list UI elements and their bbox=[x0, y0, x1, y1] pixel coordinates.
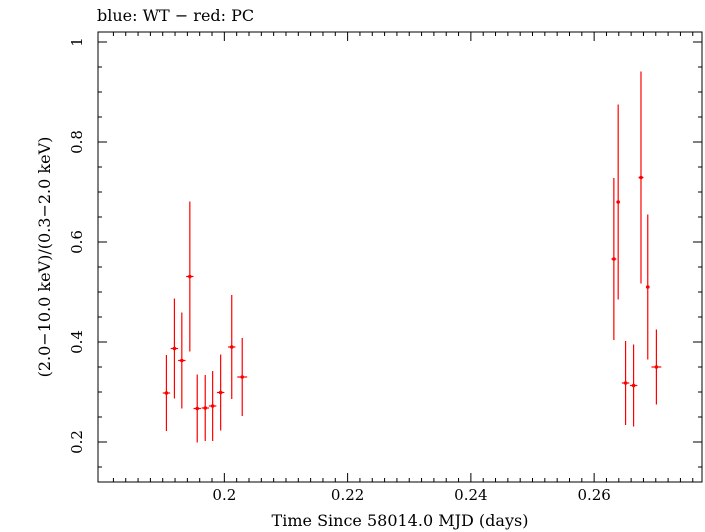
point-marker bbox=[229, 345, 234, 349]
x-tick-label: 0.24 bbox=[454, 486, 487, 504]
point-marker bbox=[631, 383, 636, 388]
data-point bbox=[170, 298, 179, 399]
point-marker bbox=[195, 406, 200, 411]
data-point bbox=[228, 295, 236, 399]
data-point bbox=[237, 338, 248, 416]
data-point bbox=[616, 104, 621, 300]
x-tick-label: 0.22 bbox=[331, 486, 364, 504]
point-marker bbox=[172, 346, 177, 351]
y-tick-label: 0.4 bbox=[68, 330, 86, 354]
plot-frame bbox=[97, 31, 703, 483]
data-point bbox=[638, 71, 644, 284]
data-point bbox=[621, 341, 630, 425]
x-ticks: 0.2 0.22 0.24 0.26 bbox=[112, 32, 694, 504]
point-marker bbox=[203, 406, 208, 410]
data-point bbox=[208, 371, 217, 441]
point-marker bbox=[645, 285, 650, 289]
point-marker bbox=[180, 358, 184, 363]
point-marker bbox=[616, 200, 620, 204]
point-marker bbox=[164, 391, 169, 395]
y-tick-label: 1 bbox=[68, 37, 86, 47]
x-tick-label: 0.2 bbox=[212, 486, 236, 504]
point-marker bbox=[188, 274, 192, 279]
y-ticks: 0.2 0.4 0.6 0.8 1 bbox=[68, 37, 702, 468]
point-marker bbox=[612, 257, 616, 261]
data-point bbox=[193, 374, 201, 443]
data-point bbox=[186, 201, 194, 352]
data-point bbox=[216, 354, 225, 431]
x-tick-label: 0.26 bbox=[577, 486, 610, 504]
y-tick-label: 0.8 bbox=[68, 130, 86, 154]
point-marker bbox=[639, 175, 643, 180]
data-point bbox=[629, 344, 638, 427]
x-axis-label: Time Since 58014.0 MJD (days) bbox=[272, 511, 529, 530]
y-axis-label: (2.0−10.0 keV)/(0.3−2.0 keV) bbox=[35, 137, 54, 378]
point-marker bbox=[654, 365, 659, 369]
point-marker bbox=[623, 381, 628, 385]
data-point bbox=[645, 214, 650, 360]
point-marker bbox=[218, 390, 223, 395]
data-points bbox=[162, 71, 662, 443]
data-point bbox=[611, 178, 617, 340]
data-point bbox=[651, 329, 662, 405]
data-point bbox=[201, 375, 209, 441]
point-marker bbox=[240, 375, 245, 379]
y-tick-label: 0.2 bbox=[68, 430, 86, 454]
point-marker bbox=[210, 404, 215, 408]
data-point bbox=[178, 312, 186, 409]
y-tick-label: 0.6 bbox=[68, 230, 86, 254]
data-point bbox=[162, 355, 171, 431]
plot-title: blue: WT − red: PC bbox=[97, 6, 255, 25]
